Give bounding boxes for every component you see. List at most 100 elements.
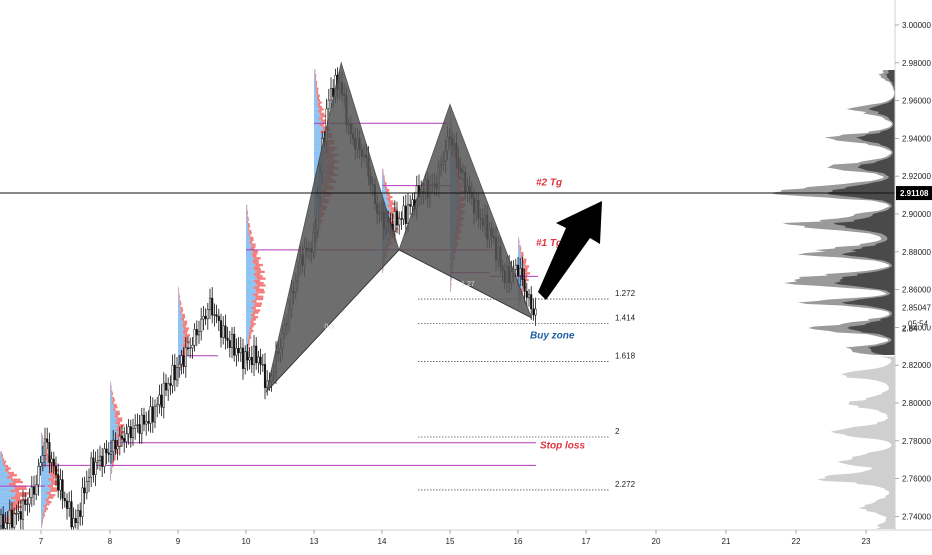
session-profile-down [256,298,264,300]
session-profile-down [384,178,385,180]
session-profile-up [110,476,111,478]
session-profile-up [246,210,247,212]
session-profile-down [315,72,316,74]
session-profile-down [249,232,252,234]
candle-body [231,334,233,347]
session-profile-up [0,467,6,469]
session-profile-up [246,246,251,248]
session-profile-up [0,456,2,458]
session-profile-up [110,411,115,413]
session-profile-up [450,285,451,287]
session-profile-up [314,86,316,88]
candle-body [68,502,70,509]
session-profile-up [178,334,185,336]
session-profile-up [518,254,521,256]
candle-body [396,212,398,226]
session-profile-down [524,265,529,267]
session-profile-down [316,88,318,90]
session-profile-up [41,490,50,492]
candle-body [515,265,517,269]
session-profile-down [183,332,187,334]
session-profile-down [2,454,3,456]
session-profile-down [43,515,45,517]
session-profile-down [3,461,6,463]
session-profile-up [518,238,519,240]
session-profile-down [249,230,251,232]
session-profile-down [10,504,18,506]
session-profile-down [42,524,43,526]
session-profile-down [118,424,125,426]
candle-body [401,219,403,220]
session-profile-down [252,253,257,255]
time-tick-label: 8 [108,537,113,546]
session-profile-down [253,287,259,289]
session-profile-down [182,316,185,318]
session-profile-down [387,198,391,200]
session-profile-down [383,173,384,175]
price-axis[interactable]: 3.000002.980002.960002.940002.920002.900… [895,0,932,550]
session-profile-down [519,243,520,245]
session-profile-down [520,250,521,252]
session-profile-up [41,515,43,517]
session-profile-down [247,207,248,209]
session-profile-up [178,316,182,318]
session-profile-up [314,120,321,122]
session-profile-up [41,471,48,473]
time-tick-label: 17 [582,537,591,546]
price-tick-label: 2.88000 [902,248,931,257]
candle-body [255,346,257,363]
candle-body [5,523,7,529]
session-profile-up [246,232,249,234]
candle-body [225,326,227,338]
session-profile-down [11,490,20,492]
session-profile-up [314,90,316,92]
session-profile-up [178,343,183,345]
session-profile-down [112,392,113,394]
session-profile-down [255,264,263,266]
session-profile-up [0,463,3,465]
session-profile-down [114,415,118,417]
session-profile-down [112,463,114,465]
session-profile-down [11,497,20,499]
session-profile-down [252,255,257,257]
session-profile-up [110,424,118,426]
candle-body [119,436,121,446]
candle-body [112,440,114,451]
session-profile-up [246,237,250,239]
session-profile-down [47,501,52,503]
session-profile-up [246,228,248,230]
volume-profile-upper-light [768,70,895,355]
time-tick-label: 7 [39,537,44,546]
candle-body [24,500,26,504]
session-profile-up [110,458,113,460]
session-profile-up [178,318,181,320]
candle-body [163,383,165,407]
session-profile-up [246,289,256,291]
candle-body [137,425,139,426]
candle-body [49,442,51,462]
session-profile-down [183,330,187,332]
session-profile-down [255,303,262,305]
current-price-label: 2.91108 [900,189,929,198]
candle-body [535,309,537,315]
session-profile-down [451,281,452,283]
session-profile-down [252,318,257,320]
candle-body [104,449,106,467]
session-profile-up [314,106,318,108]
candle-body [205,316,207,319]
candle-body [530,295,532,309]
session-profile-up [110,413,116,415]
session-profile-down [1,451,2,453]
session-profile-up [314,126,323,128]
session-profile-down [256,291,265,293]
price-tick-label: 2.90000 [902,210,931,219]
session-profile-up [450,287,451,289]
session-profile-down [182,314,185,316]
candle-body [236,348,238,355]
session-profile-up [382,173,383,175]
session-profile-down [256,296,264,298]
session-profile-up [382,178,384,180]
time-tick-label: 23 [862,537,871,546]
